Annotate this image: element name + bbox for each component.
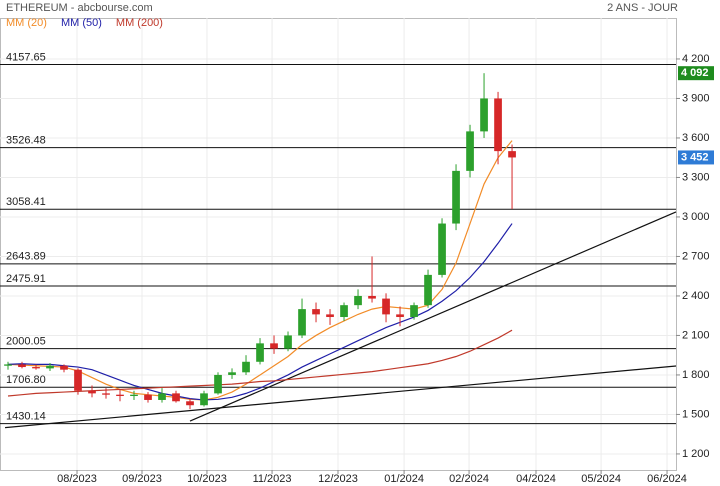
y-tick-label: 3 000 [682, 211, 710, 223]
candle-body [88, 390, 96, 394]
x-tick-label: 06/2024 [647, 473, 687, 485]
candle-body [424, 274, 432, 306]
x-tick-label: 10/2023 [187, 473, 227, 485]
x-tick-label: 02/2024 [449, 473, 489, 485]
candle-body [452, 170, 460, 224]
candle-body [130, 394, 138, 397]
candle-body [284, 335, 292, 349]
candle-body [172, 393, 180, 402]
x-tick-label: 09/2023 [122, 473, 162, 485]
y-tick-label: 1 500 [682, 408, 710, 420]
level-label: 1430.14 [6, 411, 46, 423]
candle-body [354, 295, 362, 306]
candle-body [186, 401, 194, 406]
price-badge [678, 150, 714, 165]
candle-body [298, 309, 306, 336]
candle-body [144, 394, 152, 400]
candle-body [214, 374, 222, 394]
candle-body [480, 98, 488, 132]
candle-body [18, 364, 26, 368]
candle-body [368, 295, 376, 299]
candle-body [158, 393, 166, 400]
candle-body [466, 131, 474, 171]
chart-title: ETHEREUM - abcbourse.com [6, 2, 153, 14]
candle-body [4, 364, 12, 366]
candle-body [382, 298, 390, 315]
candle-body [60, 365, 68, 370]
level-label: 2475.91 [6, 273, 46, 285]
ma-line [7, 223, 513, 401]
candle-body [494, 98, 502, 152]
x-tick-label: 05/2024 [581, 473, 621, 485]
level-label: 3526.48 [6, 135, 46, 147]
price-badge-label: 4 092 [681, 67, 709, 79]
y-tick-label: 3 600 [682, 132, 710, 144]
candle-body [312, 309, 320, 315]
candle-body [74, 369, 82, 391]
candle-body [102, 393, 110, 395]
candle-body [508, 151, 516, 158]
period-label: 2 ANS - JOUR [607, 2, 678, 14]
trend-line [189, 211, 677, 422]
y-tick-label: 2 100 [682, 329, 710, 341]
y-tick-label: 1 200 [682, 448, 710, 460]
x-tick-label: 12/2023 [318, 473, 358, 485]
candle-body [410, 305, 418, 318]
x-tick-label: 01/2024 [384, 473, 424, 485]
candle-body [242, 361, 250, 373]
trend-line [4, 365, 677, 429]
level-label: 1706.80 [6, 374, 46, 386]
y-tick-label: 1 800 [682, 369, 710, 381]
x-tick-label: 04/2024 [516, 473, 556, 485]
x-tick-label: 08/2023 [57, 473, 97, 485]
legend-entry: MM (20) [6, 17, 47, 29]
candle-body [340, 305, 348, 318]
level-label: 2643.89 [6, 251, 46, 263]
candle-body [116, 394, 124, 397]
candle-body [326, 314, 334, 318]
candle-body [438, 223, 446, 275]
y-tick-label: 3 900 [682, 92, 710, 104]
y-tick-label: 2 700 [682, 250, 710, 262]
price-badge [678, 66, 714, 81]
y-tick-label: 4 200 [682, 53, 710, 65]
candle-body [32, 367, 40, 369]
candle-body [256, 343, 264, 362]
x-tick-label: 11/2023 [253, 473, 292, 485]
level-label: 3058.41 [6, 196, 46, 208]
level-label: 2000.05 [6, 336, 46, 348]
candle-body [228, 372, 236, 375]
candle-body [270, 343, 278, 349]
y-tick-label: 2 400 [682, 290, 710, 302]
legend-entry: MM (200) [116, 17, 163, 29]
price-badge-label: 3 452 [681, 151, 709, 163]
candle-body [200, 393, 208, 406]
candle-body [46, 365, 54, 369]
level-label: 4157.65 [6, 51, 46, 63]
candle-body [396, 314, 404, 318]
legend-entry: MM (50) [61, 17, 102, 29]
y-tick-label: 3 300 [682, 171, 710, 183]
